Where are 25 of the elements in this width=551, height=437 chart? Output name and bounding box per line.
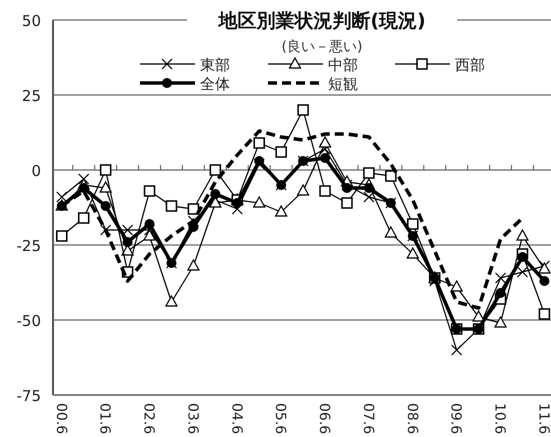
x-tick-label: 09.6 [448,403,464,434]
x-tick-label: 04.6 [228,403,244,434]
x-tick-label: 02.6 [140,403,157,434]
x-tick-label: 11.6 [535,403,551,434]
legend-label: 東部 [200,56,230,74]
y-tick-label: 0 [31,162,41,180]
chart-title: 地区別業状況判断(現況) [217,10,426,32]
y-tick-label: -50 [16,312,41,330]
x-tick-label: 10.6 [492,403,508,434]
legend-label: 西部 [455,56,485,74]
legend-label: 中部 [328,56,358,74]
y-tick-label: -25 [16,237,41,255]
x-tick-label: 08.6 [404,403,420,434]
x-tick-label: 05.6 [272,403,288,434]
x-tick-label: 00.6 [52,403,69,434]
x-tick-label: 03.6 [184,403,200,434]
x-tick-label: 01.6 [96,403,113,434]
text: (良い－悪い) [282,39,362,55]
legend-label: 全体 [200,75,230,93]
y-tick-label: 50 [22,12,41,30]
x-tick-label: 06.6 [316,403,332,434]
x-tick-label: 07.6 [360,403,376,434]
y-tick-label: -75 [16,387,41,405]
y-tick-label: 25 [22,87,41,105]
legend-label: 短観 [328,75,358,93]
